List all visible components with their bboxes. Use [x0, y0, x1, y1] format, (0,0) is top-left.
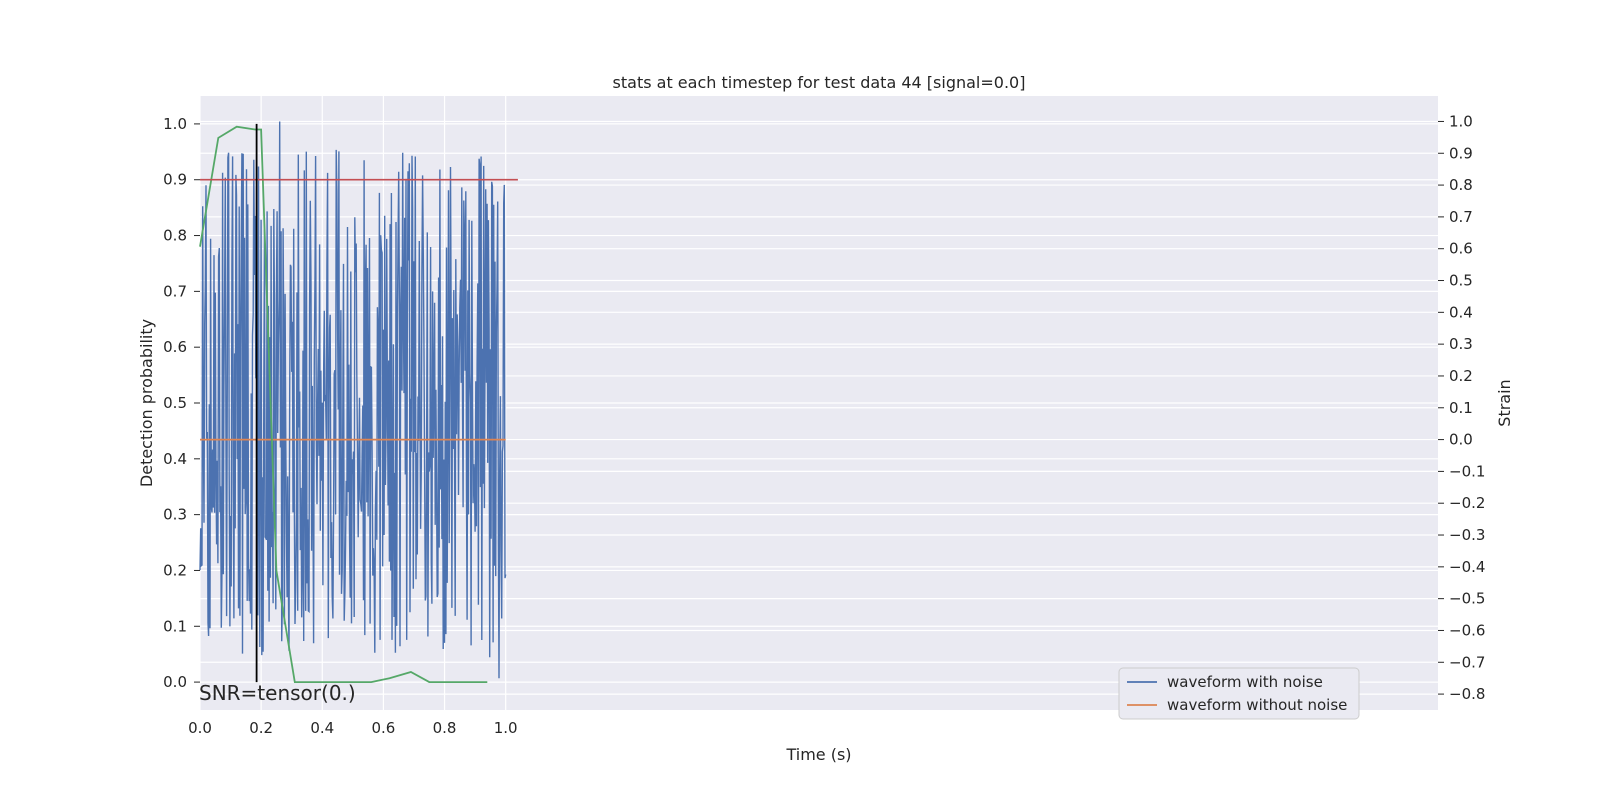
y-tick-label-left: 0.6 [163, 338, 187, 356]
series-detection-probability [199, 125, 488, 683]
y-tick-label-right: −0.1 [1449, 462, 1485, 480]
y-tick-label-right: −0.2 [1449, 494, 1485, 512]
y-tick-label-right: −0.3 [1449, 526, 1485, 544]
series-waveform-with-noise [199, 121, 507, 679]
x-tick-label: 1.0 [494, 719, 518, 737]
y-tick-label-right: 0.7 [1449, 208, 1473, 226]
y-tick-label-right: 0.0 [1449, 431, 1473, 449]
y-tick-label-right: −0.6 [1449, 621, 1485, 639]
legend-box [1118, 667, 1360, 720]
legend: waveform with noise waveform without noi… [1118, 667, 1360, 720]
y-tick-label-left: 0.4 [163, 450, 187, 468]
y-tick-label-right: 0.8 [1449, 176, 1473, 194]
y-tick-label-left: 0.8 [163, 227, 187, 245]
y-tick-label-right: 0.1 [1449, 399, 1473, 417]
x-tick-label: 0.6 [371, 719, 395, 737]
y-tick-label-right: 0.5 [1449, 272, 1473, 290]
x-tick-label: 0.0 [188, 719, 212, 737]
y-tick-label-left: 0.7 [163, 282, 187, 300]
y-tick-label-right: 0.2 [1449, 367, 1473, 385]
axis-layer: 0.0 0.2 0.4 0.6 0.8 1.0 0.0 0.1 0.2 0.3 0.4 0.5 0.6 0… [163, 112, 1485, 737]
y-axis-label-left: Detection probability [137, 319, 156, 487]
y-tick-label-right: −0.5 [1449, 590, 1485, 608]
y-tick-label-right: 0.6 [1449, 240, 1473, 258]
x-tick-label: 0.4 [310, 719, 334, 737]
y-tick-label-left: 0.2 [163, 561, 187, 579]
y-tick-label-right: −0.7 [1449, 653, 1485, 671]
y-tick-label-right: −0.4 [1449, 558, 1485, 576]
y-axis-label-right: Strain [1495, 379, 1514, 426]
y-tick-label-left: 1.0 [163, 115, 187, 133]
x-axis-label: Time (s) [785, 745, 851, 764]
y-tick-label-left: 0.9 [163, 171, 187, 189]
chart-title: stats at each timestep for test data 44 … [613, 73, 1026, 92]
legend-label-clean: waveform without noise [1167, 696, 1347, 714]
y-tick-label-right: 0.4 [1449, 303, 1473, 321]
x-tick-label: 0.2 [249, 719, 273, 737]
y-tick-label-right: −0.8 [1449, 685, 1485, 703]
y-tick-label-right: 0.9 [1449, 144, 1473, 162]
series-layer [199, 121, 518, 683]
y-tick-label-left: 0.0 [163, 673, 187, 691]
y-tick-label-left: 0.1 [163, 617, 187, 635]
x-tick-label: 0.8 [433, 719, 457, 737]
y-tick-label-left: 0.5 [163, 394, 187, 412]
y-tick-label-right: 1.0 [1449, 112, 1473, 130]
legend-label-noise: waveform with noise [1167, 673, 1323, 691]
snr-annotation: SNR=tensor(0.) [199, 681, 356, 705]
y-tick-label-left: 0.3 [163, 506, 187, 524]
y-tick-label-right: 0.3 [1449, 335, 1473, 353]
